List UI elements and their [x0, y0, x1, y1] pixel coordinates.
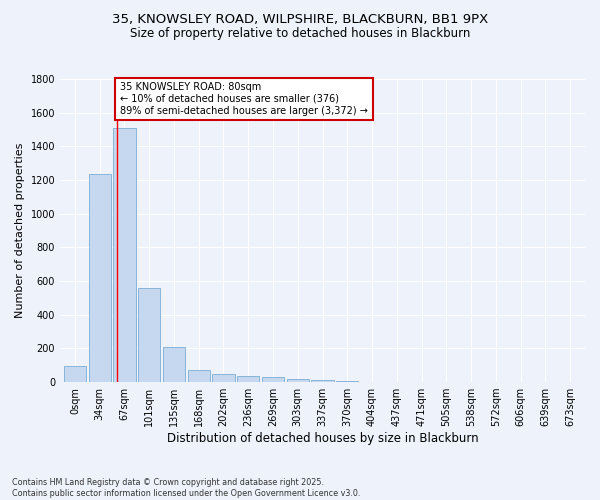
Bar: [138, 288, 160, 382]
Text: Contains HM Land Registry data © Crown copyright and database right 2025.
Contai: Contains HM Land Registry data © Crown c…: [12, 478, 361, 498]
Bar: [89, 174, 111, 382]
Bar: [336, 381, 358, 382]
Bar: [212, 374, 235, 382]
X-axis label: Distribution of detached houses by size in Blackburn: Distribution of detached houses by size …: [167, 432, 478, 445]
Bar: [163, 346, 185, 382]
Y-axis label: Number of detached properties: Number of detached properties: [15, 143, 25, 318]
Bar: [262, 378, 284, 382]
Text: 35 KNOWSLEY ROAD: 80sqm
← 10% of detached houses are smaller (376)
89% of semi-d: 35 KNOWSLEY ROAD: 80sqm ← 10% of detache…: [120, 82, 368, 116]
Bar: [287, 379, 309, 382]
Text: Size of property relative to detached houses in Blackburn: Size of property relative to detached ho…: [130, 28, 470, 40]
Bar: [237, 376, 259, 382]
Bar: [64, 366, 86, 382]
Text: 35, KNOWSLEY ROAD, WILPSHIRE, BLACKBURN, BB1 9PX: 35, KNOWSLEY ROAD, WILPSHIRE, BLACKBURN,…: [112, 12, 488, 26]
Bar: [188, 370, 210, 382]
Bar: [113, 128, 136, 382]
Bar: [311, 380, 334, 382]
